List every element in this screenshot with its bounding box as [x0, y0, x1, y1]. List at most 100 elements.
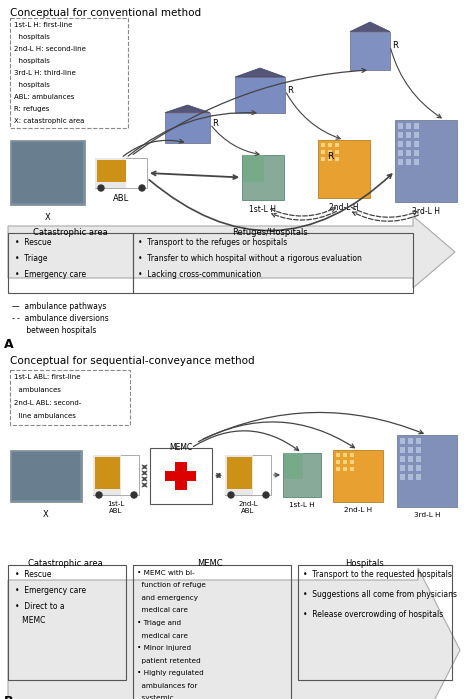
Text: •  Emergency care: • Emergency care: [15, 270, 86, 279]
Bar: [400, 456, 405, 462]
Text: •  Triage: • Triage: [15, 254, 47, 263]
Bar: [414, 159, 419, 165]
Bar: [283, 453, 321, 497]
Text: 1st-L
ABL: 1st-L ABL: [108, 501, 125, 514]
Text: R: R: [287, 86, 293, 95]
Bar: [416, 456, 421, 462]
Bar: [398, 132, 403, 138]
Polygon shape: [165, 105, 210, 113]
Text: 2nd-L ABL: second-: 2nd-L ABL: second-: [14, 400, 81, 406]
Bar: [243, 155, 264, 182]
Bar: [343, 460, 347, 464]
Text: •  Emergency care: • Emergency care: [15, 586, 86, 595]
Text: 2nd-L H: 2nd-L H: [329, 203, 359, 212]
Text: medical care: medical care: [137, 607, 188, 614]
Bar: [95, 158, 147, 188]
Bar: [321, 143, 325, 147]
Bar: [93, 455, 139, 495]
Polygon shape: [235, 68, 285, 77]
Bar: [95, 158, 126, 188]
Bar: [414, 132, 419, 138]
Text: ABL: ambulances: ABL: ambulances: [14, 94, 74, 100]
Text: • Minor injured: • Minor injured: [137, 645, 191, 651]
Text: ambulances: ambulances: [14, 387, 61, 393]
Text: 3rd-L H: third-line: 3rd-L H: third-line: [14, 70, 76, 76]
Bar: [400, 465, 405, 471]
Bar: [398, 123, 403, 129]
Text: R: R: [392, 41, 398, 50]
Text: B: B: [4, 695, 13, 699]
Bar: [406, 150, 411, 156]
Bar: [414, 141, 419, 147]
Text: • Triage and: • Triage and: [137, 620, 181, 626]
Text: X: catastrophic area: X: catastrophic area: [14, 118, 84, 124]
Bar: [12, 142, 83, 203]
Circle shape: [98, 185, 104, 191]
Bar: [350, 460, 354, 464]
Polygon shape: [8, 216, 455, 288]
Bar: [12, 452, 80, 500]
Text: •  Suggestions all come from physicians: • Suggestions all come from physicians: [303, 590, 457, 599]
Bar: [397, 435, 457, 507]
Text: MEMC: MEMC: [169, 443, 192, 452]
Bar: [242, 155, 284, 200]
Text: patient retented: patient retented: [137, 658, 201, 663]
Bar: [414, 123, 419, 129]
Bar: [406, 123, 411, 129]
Text: between hospitals: between hospitals: [12, 326, 96, 335]
Bar: [321, 157, 325, 161]
Bar: [328, 150, 332, 154]
Bar: [416, 474, 421, 480]
Text: •  Transport to the requested hospitals: • Transport to the requested hospitals: [303, 570, 452, 579]
Bar: [328, 157, 332, 161]
Text: 2nd-L
ABL: 2nd-L ABL: [238, 501, 258, 514]
Bar: [333, 450, 383, 502]
Bar: [235, 77, 285, 113]
Bar: [133, 233, 413, 293]
Text: •  Release overcrowding of hospitals: • Release overcrowding of hospitals: [303, 610, 443, 619]
Bar: [10, 370, 130, 425]
Bar: [328, 143, 332, 147]
Bar: [400, 438, 405, 444]
Text: • Highly regulated: • Highly regulated: [137, 670, 204, 676]
Polygon shape: [350, 22, 390, 31]
Bar: [95, 457, 120, 489]
Text: X: X: [43, 510, 49, 519]
Text: A: A: [4, 338, 14, 351]
Bar: [416, 447, 421, 453]
Text: ABL: ABL: [113, 194, 129, 203]
Bar: [406, 132, 411, 138]
Bar: [318, 140, 370, 198]
Bar: [165, 113, 210, 143]
Bar: [350, 31, 390, 70]
Text: •  Direct to a: • Direct to a: [15, 602, 64, 611]
Bar: [408, 456, 413, 462]
Text: 2nd-L H: 2nd-L H: [344, 507, 372, 513]
Circle shape: [228, 492, 234, 498]
Text: 1st-L H: 1st-L H: [249, 205, 276, 214]
Text: 1st-L H: 1st-L H: [289, 502, 315, 508]
Text: hospitals: hospitals: [14, 34, 50, 40]
Bar: [336, 453, 340, 457]
Text: function of refuge: function of refuge: [137, 582, 206, 589]
Text: X: X: [45, 213, 50, 222]
Bar: [335, 150, 339, 154]
Bar: [225, 455, 271, 495]
Bar: [336, 460, 340, 464]
Bar: [10, 18, 128, 128]
Text: systemic: systemic: [137, 695, 173, 699]
Text: medical care: medical care: [137, 633, 188, 638]
Bar: [350, 453, 354, 457]
Bar: [227, 457, 252, 489]
Bar: [414, 150, 419, 156]
Bar: [8, 565, 126, 680]
Bar: [406, 159, 411, 165]
Text: Conceptual for sequential-conveyance method: Conceptual for sequential-conveyance met…: [10, 356, 255, 366]
Text: •  Rescue: • Rescue: [15, 570, 52, 579]
Bar: [321, 150, 325, 154]
Bar: [165, 471, 197, 481]
Text: •  Transfer to which hospital without a rigorous evaluation: • Transfer to which hospital without a r…: [138, 254, 362, 263]
Bar: [408, 465, 413, 471]
Text: hospitals: hospitals: [14, 82, 50, 88]
Bar: [408, 474, 413, 480]
